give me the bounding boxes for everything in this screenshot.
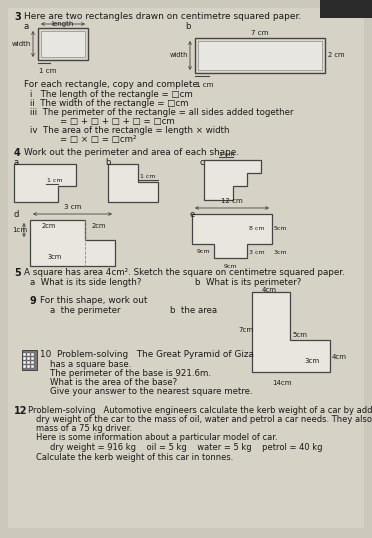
- Text: iii  The perimeter of the rectangle = all sides added together: iii The perimeter of the rectangle = all…: [30, 108, 294, 117]
- Text: Here are two rectangles drawn on centimetre squared paper.: Here are two rectangles drawn on centime…: [24, 12, 301, 21]
- Text: For each rectangle, copy and complete.: For each rectangle, copy and complete.: [24, 80, 201, 89]
- Bar: [31, 357, 34, 360]
- Text: b  the area: b the area: [170, 306, 217, 315]
- Text: 1 cm: 1 cm: [196, 82, 214, 88]
- Text: 9cm: 9cm: [224, 264, 238, 269]
- Text: = □ + □ + □ + □ = □cm: = □ + □ + □ + □ = □cm: [60, 117, 175, 126]
- Text: 3cm: 3cm: [304, 358, 319, 364]
- Text: a: a: [24, 22, 29, 31]
- Polygon shape: [192, 214, 272, 258]
- Bar: [27, 365, 30, 368]
- Text: width: width: [170, 52, 188, 58]
- Text: a: a: [14, 158, 19, 167]
- Text: The perimeter of the base is 921.6m.: The perimeter of the base is 921.6m.: [50, 369, 211, 378]
- Text: 12: 12: [14, 406, 28, 416]
- Text: A square has area 4cm². Sketch the square on centimetre squared paper.: A square has area 4cm². Sketch the squar…: [24, 268, 345, 277]
- Bar: [31, 365, 34, 368]
- Polygon shape: [30, 220, 115, 266]
- Text: 3 cm: 3 cm: [249, 250, 264, 255]
- Text: a  the perimeter: a the perimeter: [50, 306, 121, 315]
- Bar: [23, 353, 26, 356]
- Text: 7cm: 7cm: [238, 327, 253, 333]
- Text: 5: 5: [14, 268, 21, 278]
- Text: 10  Problem-solving   The Great Pyramid of Giza: 10 Problem-solving The Great Pyramid of …: [40, 350, 254, 359]
- Text: 1 cm: 1 cm: [47, 178, 62, 183]
- Text: d: d: [14, 210, 19, 219]
- Text: b: b: [105, 158, 110, 167]
- Bar: [38, 28, 88, 60]
- Text: Give your answer to the nearest square metre.: Give your answer to the nearest square m…: [50, 387, 253, 396]
- Polygon shape: [14, 164, 76, 202]
- Text: 14cm: 14cm: [272, 380, 292, 386]
- Text: For this shape, work out: For this shape, work out: [40, 296, 148, 305]
- Text: 3 cm: 3 cm: [64, 204, 81, 210]
- Text: b  What is its perimeter?: b What is its perimeter?: [195, 278, 301, 287]
- Text: 4cm: 4cm: [332, 354, 347, 360]
- Text: 1cm: 1cm: [12, 227, 27, 233]
- Bar: [27, 353, 30, 356]
- Text: 2 cm: 2 cm: [328, 52, 344, 58]
- Text: c: c: [200, 158, 205, 167]
- Text: iv  The area of the rectangle = length × width: iv The area of the rectangle = length × …: [30, 126, 230, 135]
- Text: What is the area of the base?: What is the area of the base?: [50, 378, 177, 387]
- Bar: [22, 350, 37, 370]
- Text: 5cm: 5cm: [292, 332, 307, 338]
- Text: Calculate the kerb weight of this car in tonnes.: Calculate the kerb weight of this car in…: [36, 453, 233, 462]
- Text: 4cm: 4cm: [262, 287, 277, 293]
- Text: 3: 3: [14, 12, 21, 22]
- Text: 1 cm: 1 cm: [39, 68, 57, 74]
- Text: length: length: [52, 21, 74, 27]
- Text: 2cm: 2cm: [92, 223, 106, 229]
- Bar: [23, 361, 26, 364]
- Text: 9cm: 9cm: [197, 249, 211, 254]
- Bar: [41, 31, 85, 57]
- Bar: [31, 353, 34, 356]
- Text: Here is some information about a particular model of car.: Here is some information about a particu…: [36, 433, 278, 442]
- Polygon shape: [204, 160, 261, 200]
- Text: e: e: [190, 210, 195, 219]
- Text: = □ × □ = □cm²: = □ × □ = □cm²: [60, 135, 137, 144]
- Text: has a square base.: has a square base.: [50, 360, 131, 369]
- Text: Problem-solving   Automotive engineers calculate the kerb weight of a car by add: Problem-solving Automotive engineers cal…: [28, 406, 372, 415]
- Text: 9: 9: [30, 296, 37, 306]
- Text: 2cm: 2cm: [42, 223, 57, 229]
- Text: 7 cm: 7 cm: [251, 30, 269, 36]
- Text: Work out the perimeter and area of each shape.: Work out the perimeter and area of each …: [24, 148, 239, 157]
- Text: 12 cm: 12 cm: [221, 198, 243, 204]
- Text: width: width: [12, 41, 31, 47]
- Text: ii  The width of the rectangle = □cm: ii The width of the rectangle = □cm: [30, 99, 189, 108]
- Text: 3cm: 3cm: [274, 250, 288, 255]
- Text: 8 cm: 8 cm: [249, 226, 264, 231]
- Bar: [198, 41, 322, 70]
- Bar: [195, 38, 325, 73]
- Text: b: b: [185, 22, 190, 31]
- Bar: [31, 361, 34, 364]
- Text: i   The length of the rectangle = □cm: i The length of the rectangle = □cm: [30, 90, 193, 99]
- Text: dry weight = 916 kg    oil = 5 kg    water = 5 kg    petrol = 40 kg: dry weight = 916 kg oil = 5 kg water = 5…: [50, 443, 323, 452]
- Text: dry weight of the car to the mass of oil, water and petrol a car needs. They als: dry weight of the car to the mass of oil…: [36, 415, 372, 424]
- Bar: [23, 365, 26, 368]
- Text: 4: 4: [14, 148, 21, 158]
- Bar: [23, 357, 26, 360]
- Polygon shape: [108, 164, 158, 202]
- Text: 1 cm: 1 cm: [219, 152, 234, 157]
- Text: 1 cm: 1 cm: [140, 174, 155, 179]
- Text: 5cm: 5cm: [274, 226, 288, 231]
- Text: a  What is its side length?: a What is its side length?: [30, 278, 141, 287]
- Bar: [27, 361, 30, 364]
- Text: mass of a 75 kg driver.: mass of a 75 kg driver.: [36, 424, 132, 433]
- Bar: [320, 0, 372, 18]
- Polygon shape: [252, 292, 330, 372]
- Bar: [27, 357, 30, 360]
- Text: 3cm: 3cm: [48, 254, 62, 260]
